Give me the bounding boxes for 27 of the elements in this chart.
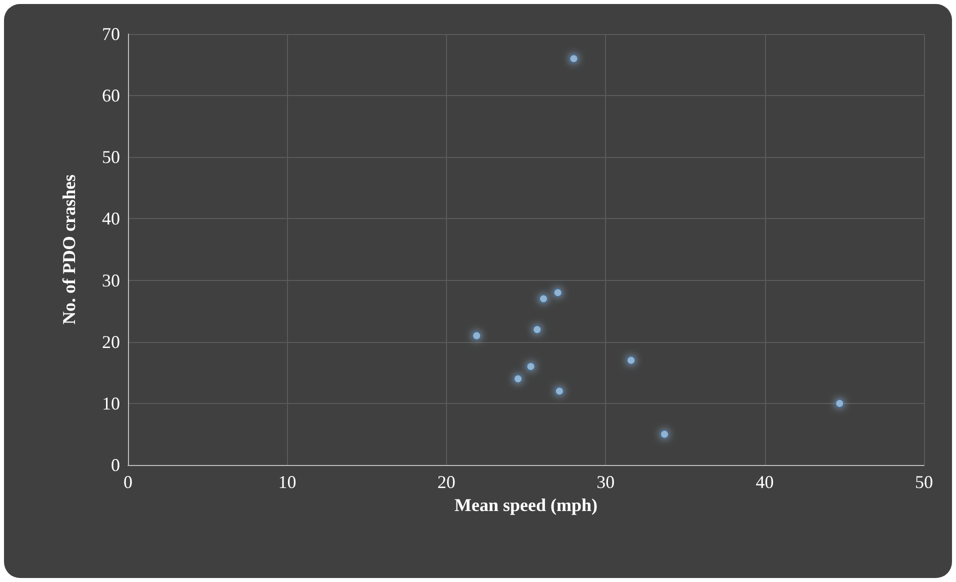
y-tick-label: 10 [102,393,120,414]
point [514,374,523,384]
x-tick-label: 30 [596,472,615,492]
x-axis-title: Mean speed (mph) [454,494,598,515]
point [554,386,564,396]
point [472,331,482,340]
x-tick-label: 40 [756,472,774,492]
x-tick-label: 0 [124,472,132,492]
y-tick-label: 50 [102,147,120,168]
x-tick-label: 10 [278,472,296,492]
y-tick-label: 40 [102,208,120,229]
point [660,430,670,439]
point [553,288,562,298]
x-tick-label: 50 [915,472,933,492]
point [532,325,542,334]
y-tick-label: 30 [102,270,120,290]
point [626,356,636,365]
y-tick-label: 70 [102,24,120,44]
point [835,398,844,408]
y-tick-label: 0 [111,455,120,475]
point [526,362,536,371]
point [569,54,578,64]
y-axis-title: No. of PDO crashes [59,174,79,324]
point [539,294,548,304]
y-tick-label: 20 [102,332,120,352]
y-tick-label: 60 [102,86,120,106]
x-tick-label: 20 [437,472,456,492]
